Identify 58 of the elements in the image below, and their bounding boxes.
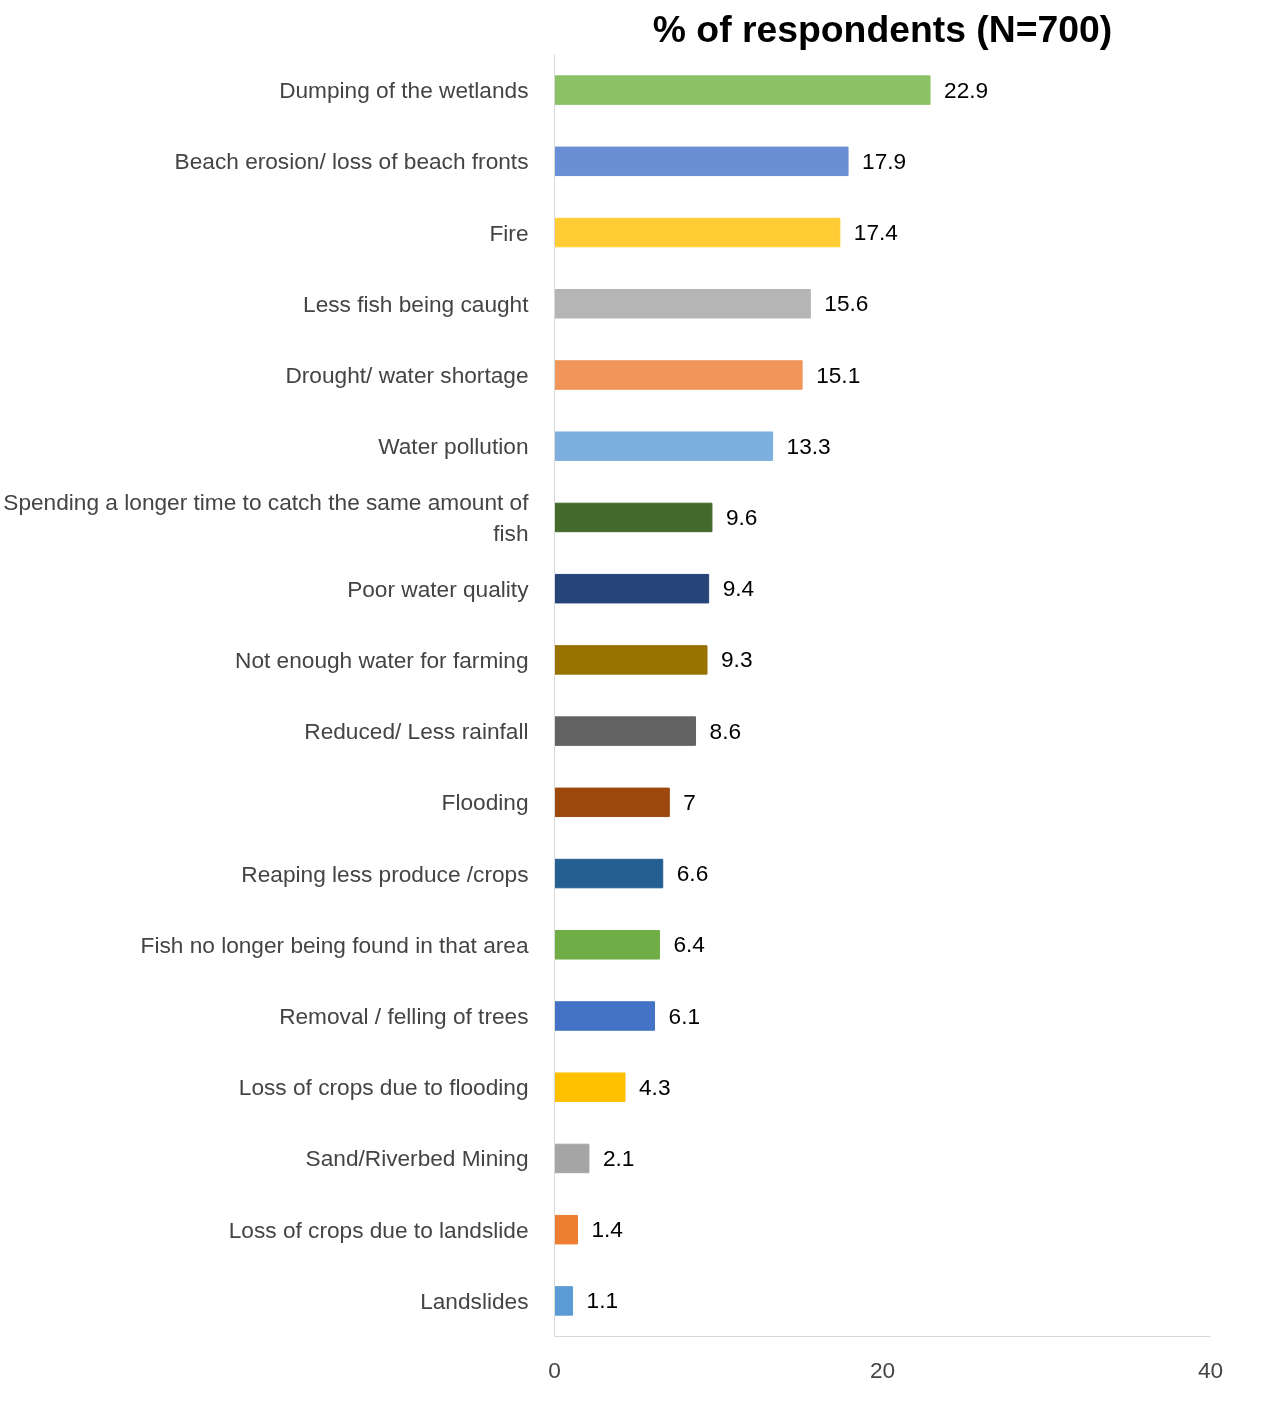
bar [554,360,803,390]
bar [554,431,774,461]
data-label: 9.6 [725,503,758,530]
bar [554,787,670,818]
bar [554,1072,626,1102]
bar [554,1001,656,1031]
data-label: 6.1 [668,1002,701,1029]
x-tick-label: 40 [1197,1356,1224,1383]
bar [554,217,841,248]
y-tick-label: Less fish being caught [303,290,530,317]
data-label: 6.6 [676,860,709,887]
y-tick-label: Landslides [420,1287,529,1314]
data-label: 15.6 [824,290,869,317]
bar [554,1286,574,1316]
y-tick-label: Water pollution [378,433,529,460]
data-label: 6.4 [673,931,705,958]
bar [554,75,931,105]
bar [554,716,697,746]
data-label: 15.1 [816,361,861,388]
bar [554,502,713,533]
x-tick-label: 20 [869,1356,896,1383]
y-tick-label: Spending a longer time to catch the same amount of fish [3,488,530,547]
bar [554,289,811,319]
y-tick-label: Poor water quality [347,575,530,602]
y-tick-label: Removal / felling of trees [279,1003,529,1029]
x-tick-label: 0 [548,1356,561,1383]
data-label: 22.9 [944,76,989,103]
chart-title: % of respondents (N=700) [652,7,1113,50]
y-tick-label: Reaping less produce /crops [241,860,529,887]
data-label: 8.6 [709,717,742,744]
bar [554,858,664,889]
data-label: 7 [683,788,696,815]
data-label: 4.3 [639,1073,671,1100]
bar [554,645,708,675]
y-tick-label: Fish no longer being found in that area [140,931,529,958]
y-tick-label: Drought/ water shortage [285,362,529,388]
data-label: 2.1 [602,1144,635,1171]
y-tick-label: Dumping of the wetlands [279,77,529,104]
y-tick-label: Fire [489,219,529,246]
bar [554,930,660,960]
y-tick-label: Reduced/ Less rainfall [304,718,529,745]
data-label: 1.1 [586,1287,619,1314]
bar [554,573,710,604]
data-label: 17.4 [853,219,898,246]
data-label: 1.4 [591,1216,623,1243]
data-label: 9.4 [722,575,755,602]
data-label: 9.3 [721,646,753,673]
y-tick-label: Loss of crops due to flooding [238,1074,529,1101]
bar [554,146,849,177]
y-tick-label: Not enough water for farming [235,646,529,673]
y-tick-label: Flooding [441,789,529,816]
bar [554,1214,578,1245]
y-tick-label: Loss of crops due to landslide [228,1216,529,1243]
y-tick-label: Sand/Riverbed Mining [305,1145,529,1172]
y-tick-label: Beach erosion/ loss of beach fronts [174,148,529,175]
bar [554,1143,590,1174]
data-label: 17.9 [862,147,907,174]
data-label: 13.3 [786,432,831,459]
